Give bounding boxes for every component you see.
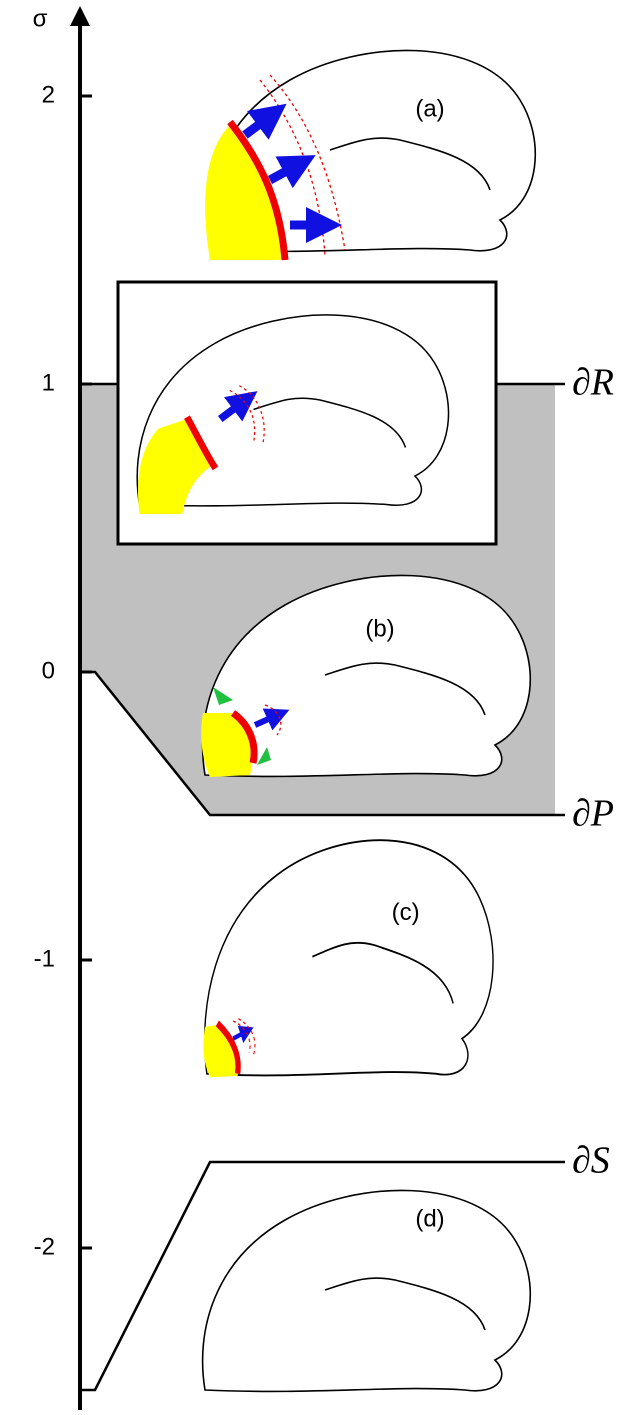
panel-label: (a)	[415, 95, 444, 122]
axis-label: σ	[33, 5, 48, 32]
tick-label: 1	[42, 369, 55, 396]
panel-label: (c)	[392, 899, 420, 926]
brain-d: (d)	[203, 1190, 531, 1391]
tick-label: -2	[34, 1233, 55, 1260]
boundary-label: ∂P	[572, 793, 614, 835]
boundary-label: ∂R	[572, 362, 614, 404]
boundary-label: ∂S	[572, 1140, 610, 1182]
diagram: σ (a) (b) (c) (d) ∂R	[0, 0, 644, 1410]
panel-label: (d)	[415, 1205, 444, 1232]
tick-label: 2	[42, 81, 55, 108]
tick-label: 0	[42, 657, 55, 684]
brain-c: (c)	[203, 840, 493, 1077]
brain-a: (a)	[205, 50, 535, 260]
panel-label: (b)	[365, 615, 394, 642]
tick-label: -1	[34, 945, 55, 972]
axis-arrow	[70, 6, 90, 26]
